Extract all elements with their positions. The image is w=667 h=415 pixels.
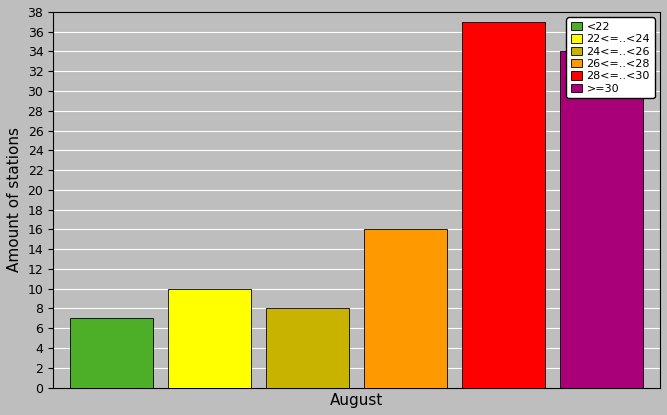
Legend: <22, 22<=..<24, 24<=..<26, 26<=..<28, 28<=..<30, >=30: <22, 22<=..<24, 24<=..<26, 26<=..<28, 28…: [566, 17, 654, 98]
Bar: [560, 51, 643, 388]
Bar: [70, 318, 153, 388]
Bar: [266, 308, 350, 388]
Bar: [364, 229, 447, 388]
Bar: [168, 289, 251, 388]
Y-axis label: Amount of stations: Amount of stations: [7, 127, 22, 272]
X-axis label: August: August: [330, 393, 384, 408]
Bar: [462, 22, 545, 388]
